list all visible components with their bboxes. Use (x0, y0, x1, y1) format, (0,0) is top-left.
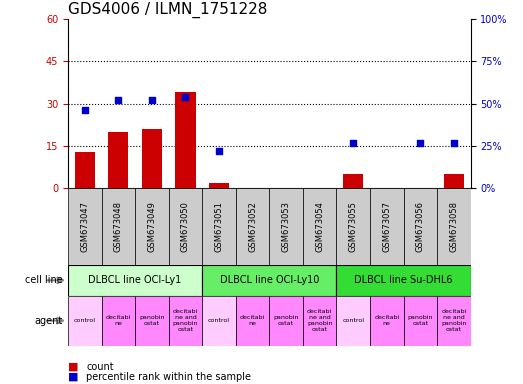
FancyBboxPatch shape (236, 188, 269, 265)
Text: control: control (342, 318, 364, 323)
FancyBboxPatch shape (68, 188, 101, 265)
FancyBboxPatch shape (202, 265, 336, 296)
Text: GSM673047: GSM673047 (80, 201, 89, 252)
FancyBboxPatch shape (269, 296, 303, 346)
Text: decitabi
ne and
panobin
ostat: decitabi ne and panobin ostat (173, 310, 198, 332)
Bar (108, 132, 128, 188)
FancyBboxPatch shape (370, 188, 404, 265)
Text: GSM673058: GSM673058 (449, 201, 459, 252)
Text: cell line: cell line (25, 275, 63, 285)
FancyBboxPatch shape (202, 296, 236, 346)
FancyBboxPatch shape (236, 296, 269, 346)
FancyBboxPatch shape (168, 296, 202, 346)
Text: count: count (86, 362, 114, 372)
Text: ■: ■ (68, 362, 78, 372)
Point (450, 139, 458, 146)
Bar (175, 93, 196, 188)
Point (147, 97, 156, 103)
Text: decitabi
ne: decitabi ne (106, 315, 131, 326)
Text: GSM673055: GSM673055 (349, 201, 358, 252)
FancyBboxPatch shape (269, 188, 303, 265)
Text: control: control (74, 318, 96, 323)
Text: panobin
ostat: panobin ostat (139, 315, 165, 326)
FancyBboxPatch shape (336, 296, 370, 346)
FancyBboxPatch shape (68, 296, 101, 346)
FancyBboxPatch shape (336, 265, 471, 296)
Bar (142, 129, 162, 188)
FancyBboxPatch shape (303, 296, 336, 346)
Text: GDS4006 / ILMN_1751228: GDS4006 / ILMN_1751228 (68, 2, 267, 18)
Text: ■: ■ (68, 372, 78, 382)
Bar (75, 152, 95, 188)
FancyBboxPatch shape (404, 296, 437, 346)
FancyBboxPatch shape (370, 296, 404, 346)
Text: GSM673050: GSM673050 (181, 201, 190, 252)
FancyBboxPatch shape (101, 188, 135, 265)
Point (349, 139, 357, 146)
FancyBboxPatch shape (135, 188, 168, 265)
Text: decitabi
ne: decitabi ne (374, 315, 400, 326)
Text: GSM673053: GSM673053 (281, 201, 291, 252)
Text: panobin
ostat: panobin ostat (274, 315, 299, 326)
Point (181, 94, 190, 100)
Text: GSM673049: GSM673049 (147, 201, 156, 252)
Text: DLBCL line OCI-Ly1: DLBCL line OCI-Ly1 (88, 275, 181, 285)
Text: agent: agent (35, 316, 63, 326)
Text: decitabi
ne: decitabi ne (240, 315, 265, 326)
Text: decitabi
ne and
panobin
ostat: decitabi ne and panobin ostat (441, 310, 467, 332)
FancyBboxPatch shape (437, 188, 471, 265)
FancyBboxPatch shape (303, 188, 336, 265)
FancyBboxPatch shape (404, 188, 437, 265)
Text: control: control (208, 318, 230, 323)
FancyBboxPatch shape (168, 188, 202, 265)
FancyBboxPatch shape (68, 265, 202, 296)
Text: panobin
ostat: panobin ostat (407, 315, 433, 326)
Text: DLBCL line Su-DHL6: DLBCL line Su-DHL6 (354, 275, 453, 285)
Point (215, 148, 223, 154)
Text: decitabi
ne and
panobin
ostat: decitabi ne and panobin ostat (307, 310, 333, 332)
FancyBboxPatch shape (202, 188, 236, 265)
FancyBboxPatch shape (101, 296, 135, 346)
Text: GSM673048: GSM673048 (114, 201, 123, 252)
Text: GSM673054: GSM673054 (315, 201, 324, 252)
Point (81, 108, 89, 114)
FancyBboxPatch shape (336, 188, 370, 265)
Text: GSM673056: GSM673056 (416, 201, 425, 252)
Text: GSM673052: GSM673052 (248, 201, 257, 252)
Point (114, 97, 122, 103)
Bar (444, 174, 464, 188)
FancyBboxPatch shape (135, 296, 168, 346)
Text: DLBCL line OCI-Ly10: DLBCL line OCI-Ly10 (220, 275, 319, 285)
Text: GSM673051: GSM673051 (214, 201, 223, 252)
FancyBboxPatch shape (437, 296, 471, 346)
Bar (343, 174, 363, 188)
Point (416, 139, 425, 146)
Text: percentile rank within the sample: percentile rank within the sample (86, 372, 251, 382)
Text: GSM673057: GSM673057 (382, 201, 391, 252)
Bar (209, 182, 229, 188)
